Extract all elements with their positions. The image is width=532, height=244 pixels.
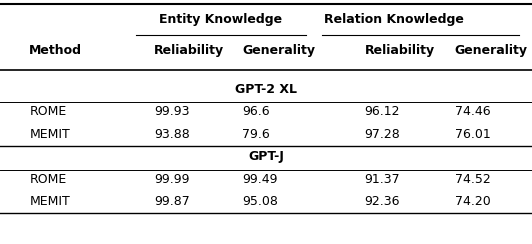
Text: ROME: ROME bbox=[29, 173, 66, 186]
Text: 74.52: 74.52 bbox=[455, 173, 491, 186]
Text: Reliability: Reliability bbox=[364, 44, 435, 57]
Text: 99.49: 99.49 bbox=[242, 173, 278, 186]
Text: 74.46: 74.46 bbox=[455, 105, 491, 118]
Text: Generality: Generality bbox=[455, 44, 528, 57]
Text: MEMIT: MEMIT bbox=[29, 128, 70, 141]
Text: 97.28: 97.28 bbox=[364, 128, 400, 141]
Text: 95.08: 95.08 bbox=[242, 195, 278, 208]
Text: 96.12: 96.12 bbox=[364, 105, 400, 118]
Text: 93.88: 93.88 bbox=[154, 128, 190, 141]
Text: GPT-J: GPT-J bbox=[248, 150, 284, 163]
Text: GPT-2 XL: GPT-2 XL bbox=[235, 83, 297, 96]
Text: 99.87: 99.87 bbox=[154, 195, 190, 208]
Text: Entity Knowledge: Entity Knowledge bbox=[159, 13, 282, 26]
Text: 92.36: 92.36 bbox=[364, 195, 400, 208]
Text: ROME: ROME bbox=[29, 105, 66, 118]
Text: 91.37: 91.37 bbox=[364, 173, 400, 186]
Text: 99.93: 99.93 bbox=[154, 105, 190, 118]
Text: MEMIT: MEMIT bbox=[29, 195, 70, 208]
Text: 74.20: 74.20 bbox=[455, 195, 491, 208]
Text: Relation Knowledge: Relation Knowledge bbox=[324, 13, 463, 26]
Text: Method: Method bbox=[29, 44, 82, 57]
Text: Reliability: Reliability bbox=[154, 44, 225, 57]
Text: Generality: Generality bbox=[242, 44, 315, 57]
Text: 99.99: 99.99 bbox=[154, 173, 190, 186]
Text: 76.01: 76.01 bbox=[455, 128, 491, 141]
Text: 96.6: 96.6 bbox=[242, 105, 270, 118]
Text: 79.6: 79.6 bbox=[242, 128, 270, 141]
